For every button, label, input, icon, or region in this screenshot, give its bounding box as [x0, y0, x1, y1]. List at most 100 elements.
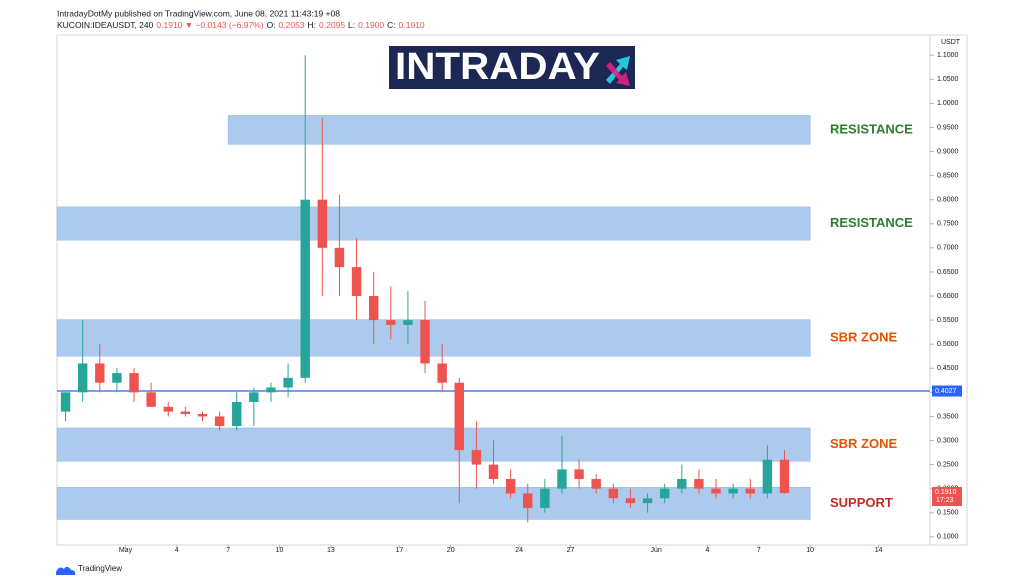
y-tick-label: 0.9500 [937, 124, 959, 131]
footer-brand: TradingView [78, 564, 122, 573]
header-line2: KUCOIN:IDEAUSDT, 240 0.1910 ▼ −0.0143 (−6… [57, 20, 425, 30]
zone [56, 206, 811, 241]
candle-body [266, 387, 276, 393]
zone-label: SUPPORT [830, 495, 893, 510]
candle-body [386, 320, 396, 325]
candle-body [711, 488, 721, 494]
y-tick-label: 0.3500 [937, 413, 959, 420]
x-tick-label: 10 [806, 547, 814, 554]
candle-body [146, 392, 156, 407]
candle-body [694, 479, 704, 489]
y-tick-label: 0.8000 [937, 197, 959, 204]
countdown-label: 17:23 [936, 497, 954, 504]
candle-body [745, 488, 755, 494]
candle-body [677, 479, 687, 489]
zone [56, 486, 811, 520]
x-tick-label: 4 [175, 547, 179, 554]
candle-body [77, 363, 88, 393]
last-price-label: 0.1910 [935, 489, 957, 496]
y-tick-label: 0.1000 [937, 534, 959, 541]
x-tick-label: May [119, 547, 133, 554]
zone-label: RESISTANCE [830, 121, 913, 136]
y-tick-label: 0.3000 [937, 437, 959, 444]
x-tick-label: 13 [327, 547, 335, 554]
x-tick-label: 27 [567, 547, 575, 554]
candle-body [420, 320, 430, 364]
zone [56, 319, 811, 357]
x-tick-label: 7 [757, 547, 761, 554]
zone-label: SBR ZONE [830, 436, 898, 451]
last-price-tag [932, 486, 962, 506]
candle-body [163, 406, 173, 412]
logo-arrow-up [606, 56, 630, 84]
logo-box [389, 46, 635, 89]
y-tick-label: 0.2500 [937, 461, 959, 468]
y-tick-label: 0.7000 [937, 245, 959, 252]
footer-icon [56, 566, 76, 575]
candle-body [249, 392, 259, 402]
y-tick-label: 0.4500 [937, 365, 959, 372]
candle-body [403, 320, 413, 325]
candle-body [351, 267, 362, 297]
x-tick-label: 24 [515, 547, 523, 554]
x-tick-label: 20 [447, 547, 455, 554]
candle-body [317, 199, 328, 248]
footer: TradingView [56, 564, 122, 575]
frame [56, 34, 968, 546]
candle-body [283, 377, 293, 388]
y-tick-label: 0.7500 [937, 221, 959, 228]
candle-body [95, 363, 105, 383]
candle-body [728, 488, 738, 494]
y-tick-label: 0.5000 [937, 341, 959, 348]
header-part: H: [308, 20, 317, 30]
candle-body [762, 459, 773, 494]
candle-body [180, 411, 191, 415]
candle-body [454, 382, 464, 451]
candle-body [540, 488, 550, 508]
y-tick-label: 0.8500 [937, 172, 959, 179]
header-part: KUCOIN:IDEAUSDT, 240 [57, 20, 154, 30]
y-tick-label: 0.6000 [937, 293, 959, 300]
plot: 0.10000.15000.20000.25000.30000.35000.40… [56, 39, 962, 554]
candle-body [232, 401, 242, 427]
candle-body [608, 488, 619, 499]
header-part: 0.2053 [279, 20, 305, 30]
x-tick-label: 10 [276, 547, 284, 554]
candle-body [574, 469, 584, 480]
x-tick-label: 14 [875, 547, 883, 554]
header-part: O: [267, 20, 276, 30]
candle-body [523, 493, 533, 508]
candle-body [437, 363, 447, 383]
candle-body [488, 464, 499, 480]
zone-label: RESISTANCE [830, 215, 913, 230]
candle-body [60, 392, 71, 412]
zone [227, 115, 811, 145]
candle-body [557, 469, 567, 489]
x-tick-label: 4 [706, 547, 710, 554]
zone-label: SBR ZONE [830, 329, 898, 344]
candle-body [659, 488, 670, 499]
price-line-tag [932, 385, 962, 397]
y-tick-label: 0.5500 [937, 317, 959, 324]
x-tick-label: 7 [226, 547, 230, 554]
header-part: 0.1900 [358, 20, 384, 30]
candle-body [197, 414, 208, 417]
candle-body [779, 459, 790, 493]
currency-label: USDT [941, 39, 961, 46]
candle-body [591, 479, 601, 489]
candle-body [471, 450, 482, 465]
y-tick-label: 0.6500 [937, 269, 959, 276]
header-part: L: [348, 20, 355, 30]
candle-body [112, 373, 122, 383]
logo-text: INTRADAY [395, 46, 600, 88]
header-part: 0.2095 [319, 20, 345, 30]
header-line1: IntradayDotMy published on TradingView.c… [57, 8, 340, 18]
y-tick-label: 1.0500 [937, 76, 959, 83]
y-tick-label: 1.1000 [937, 52, 959, 59]
header-part: 0.1910 ▼ −0.0143 (−6.97%) [156, 20, 263, 30]
x-tick-label: Jun [650, 547, 661, 554]
candle-body [505, 479, 516, 494]
candle-body [625, 498, 636, 504]
candle-body [334, 247, 345, 268]
